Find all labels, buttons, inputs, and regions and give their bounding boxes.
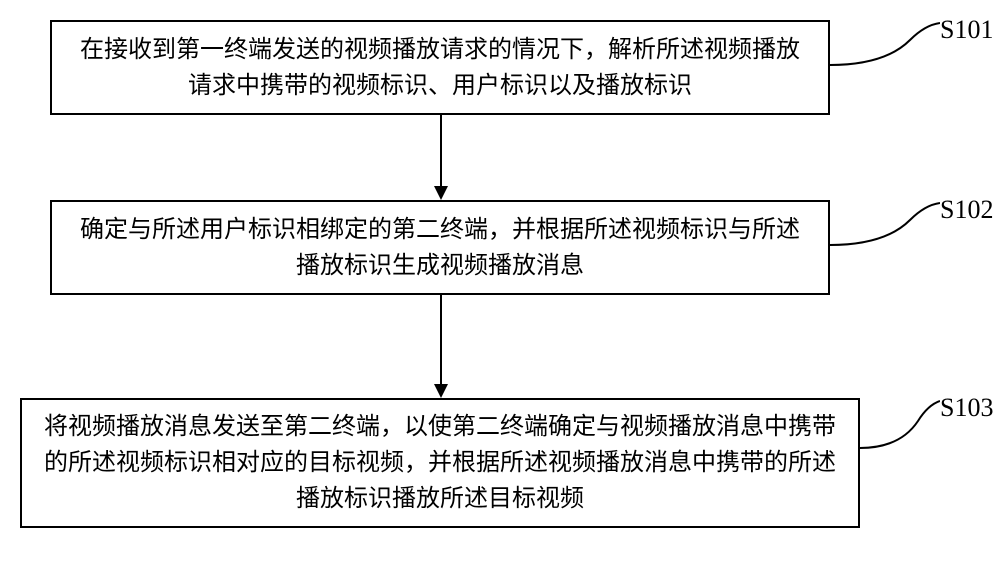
step-label-s102: S102: [940, 195, 993, 225]
label-connector-s103: [860, 393, 940, 453]
arrow-head-2: [434, 384, 448, 398]
step-label-s101: S101: [940, 15, 993, 45]
arrow-head-1: [434, 186, 448, 200]
flow-node-s101: 在接收到第一终端发送的视频播放请求的情况下，解析所述视频播放请求中携带的视频标识…: [50, 20, 830, 115]
flow-node-s103: 将视频播放消息发送至第二终端，以使第二终端确定与视频播放消息中携带的所述视频标识…: [20, 398, 860, 528]
node-text: 在接收到第一终端发送的视频播放请求的情况下，解析所述视频播放请求中携带的视频标识…: [72, 32, 808, 104]
step-label-s103: S103: [940, 393, 993, 423]
label-connector-s102: [830, 195, 940, 250]
node-text: 将视频播放消息发送至第二终端，以使第二终端确定与视频播放消息中携带的所述视频标识…: [42, 409, 838, 517]
arrow-line-2: [440, 295, 442, 384]
node-text: 确定与所述用户标识相绑定的第二终端，并根据所述视频标识与所述播放标识生成视频播放…: [72, 212, 808, 284]
flow-node-s102: 确定与所述用户标识相绑定的第二终端，并根据所述视频标识与所述播放标识生成视频播放…: [50, 200, 830, 295]
arrow-line-1: [440, 115, 442, 186]
label-connector-s101: [830, 15, 940, 70]
